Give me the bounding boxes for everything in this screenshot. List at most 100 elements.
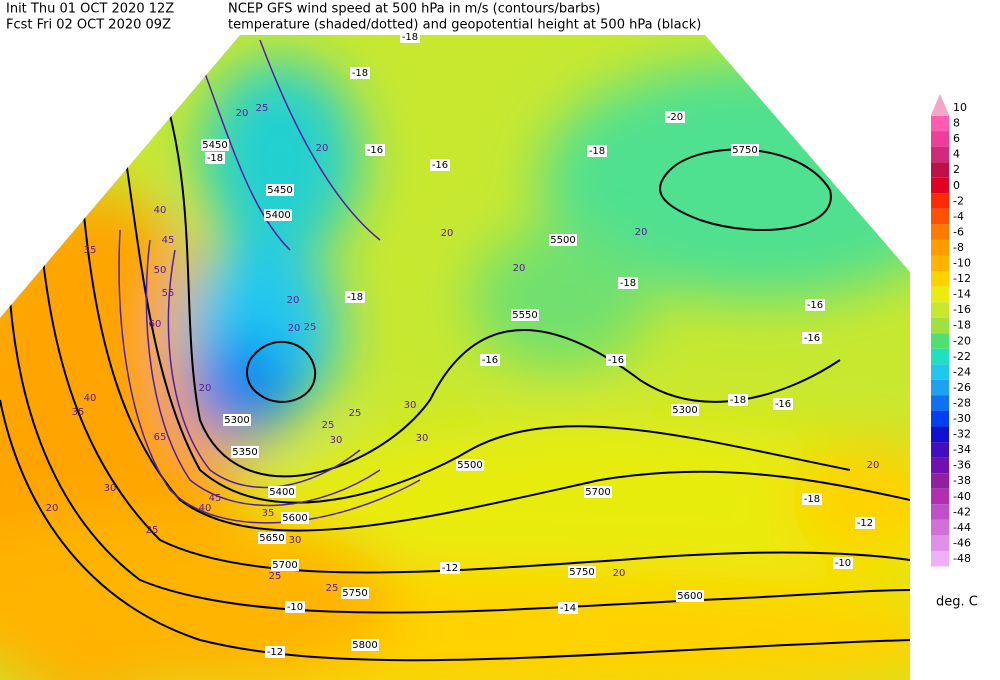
height-label: 5750 bbox=[732, 145, 757, 156]
height-label-bg bbox=[264, 209, 292, 221]
height-label: 5500 bbox=[550, 235, 575, 246]
temperature-label-bg bbox=[365, 144, 385, 156]
colorbar-box bbox=[931, 317, 949, 334]
height-label: 5400 bbox=[265, 210, 290, 221]
height-label-bg bbox=[568, 566, 596, 578]
colorbar-box bbox=[931, 504, 949, 520]
wind-speed-label: 60 bbox=[149, 319, 162, 330]
height-label-bg bbox=[223, 414, 251, 426]
map-subtitle: temperature (shaded/dotted) and geopoten… bbox=[228, 18, 701, 33]
temperature-label: -18 bbox=[207, 153, 223, 164]
height-label-bg bbox=[584, 486, 612, 498]
colorbar-box bbox=[931, 411, 949, 427]
colorbar-label: -46 bbox=[953, 536, 971, 549]
colorbar-box bbox=[931, 115, 949, 132]
colorbar-label: -28 bbox=[953, 396, 971, 409]
temperature-label: -18 bbox=[589, 146, 605, 157]
colorbar-label: 4 bbox=[953, 148, 960, 161]
colorbar-label: 2 bbox=[953, 163, 960, 176]
map-title: NCEP GFS wind speed at 500 hPa in m/s (c… bbox=[228, 2, 601, 17]
temperature-label: -20 bbox=[667, 112, 683, 123]
wind-speed-label: 65 bbox=[154, 432, 167, 443]
colorbar-label: -48 bbox=[953, 552, 971, 565]
wind-speed-label: 40 bbox=[199, 503, 212, 514]
colorbar-box bbox=[931, 442, 949, 458]
temperature-label: -16 bbox=[775, 399, 791, 410]
temperature-label-bg bbox=[205, 152, 225, 164]
wind-speed-label: 20 bbox=[867, 460, 880, 471]
colorbar-label: -32 bbox=[953, 428, 971, 441]
colorbar-box bbox=[931, 519, 949, 536]
colorbar-box bbox=[931, 535, 949, 551]
colorbar-label: 8 bbox=[953, 117, 960, 130]
colorbar-box bbox=[931, 395, 949, 411]
colorbar-label: -16 bbox=[953, 303, 971, 316]
colorbar-label: -4 bbox=[953, 210, 964, 223]
temperature-label-bg bbox=[665, 111, 685, 123]
colorbar-label: -40 bbox=[953, 490, 971, 503]
wind-speed-label: 30 bbox=[330, 435, 343, 446]
wind-speed-label: 20 bbox=[613, 568, 626, 579]
temperature-label: -12 bbox=[857, 518, 873, 529]
wind-speed-label: 25 bbox=[349, 408, 362, 419]
colorbar-box bbox=[931, 426, 949, 443]
temperature-label: -18 bbox=[730, 395, 746, 406]
height-label-bg bbox=[271, 559, 299, 571]
colorbar-box bbox=[931, 364, 949, 380]
height-label: 5700 bbox=[585, 487, 610, 498]
colorbar-label: -10 bbox=[953, 257, 971, 270]
colorbar-label: -36 bbox=[953, 459, 971, 472]
colorbar-label: -30 bbox=[953, 412, 971, 425]
colorbar-label: -14 bbox=[953, 288, 971, 301]
temperature-label-bg bbox=[606, 354, 626, 366]
colorbar-label: -26 bbox=[953, 381, 971, 394]
temperature-label: -14 bbox=[560, 603, 576, 614]
temperature-label: -16 bbox=[804, 333, 820, 344]
temperature-label-bg bbox=[345, 291, 365, 303]
height-label-bg bbox=[268, 486, 296, 498]
height-label: 5700 bbox=[272, 560, 297, 571]
height-label: 5600 bbox=[677, 591, 702, 602]
height-label-bg bbox=[511, 309, 539, 321]
colorbar-label: -2 bbox=[953, 194, 964, 207]
temperature-label-bg bbox=[400, 31, 420, 43]
temperature-label-bg bbox=[855, 517, 875, 529]
temperature-label: -16 bbox=[432, 160, 448, 171]
wind-speed-label: 30 bbox=[416, 433, 429, 444]
wind-speed-label: 45 bbox=[209, 493, 222, 504]
temperature-label-bg bbox=[802, 332, 822, 344]
height-label-bg bbox=[201, 139, 229, 151]
height-label-bg bbox=[281, 512, 309, 524]
temperature-label: -18 bbox=[352, 68, 368, 79]
height-label-bg bbox=[266, 184, 294, 196]
wind-speed-label: 20 bbox=[288, 323, 301, 334]
height-label-bg bbox=[731, 144, 759, 156]
colorbar-box bbox=[931, 348, 949, 365]
temperature-label-bg bbox=[802, 493, 822, 505]
temperature-label: -16 bbox=[807, 300, 823, 311]
colorbar-box bbox=[931, 271, 949, 287]
height-label: 5750 bbox=[342, 588, 367, 599]
colorbar-label: -22 bbox=[953, 350, 971, 363]
height-label-bg bbox=[671, 404, 699, 416]
colorbar-box bbox=[931, 286, 949, 303]
colorbar-box bbox=[931, 177, 949, 194]
height-label: 5650 bbox=[259, 533, 284, 544]
wind-speed-label: 20 bbox=[316, 143, 329, 154]
height-label-bg bbox=[456, 459, 484, 471]
height-label: 5450 bbox=[202, 140, 227, 151]
height-label: 5550 bbox=[512, 310, 537, 321]
height-label: 5400 bbox=[269, 487, 294, 498]
colorbar-box bbox=[931, 302, 949, 318]
colorbar-box bbox=[931, 193, 949, 209]
wind-speed-label: 20 bbox=[236, 108, 249, 119]
colorbar-label: -20 bbox=[953, 334, 971, 347]
wind-speed-label: 20 bbox=[287, 295, 300, 306]
wind-speed-label: 35 bbox=[262, 508, 275, 519]
temperature-label-bg bbox=[558, 602, 578, 614]
colorbar-label: -44 bbox=[953, 521, 971, 534]
temperature-label-bg bbox=[618, 277, 638, 289]
temperature-label-bg bbox=[480, 354, 500, 366]
wind-speed-label: 20 bbox=[513, 263, 526, 274]
